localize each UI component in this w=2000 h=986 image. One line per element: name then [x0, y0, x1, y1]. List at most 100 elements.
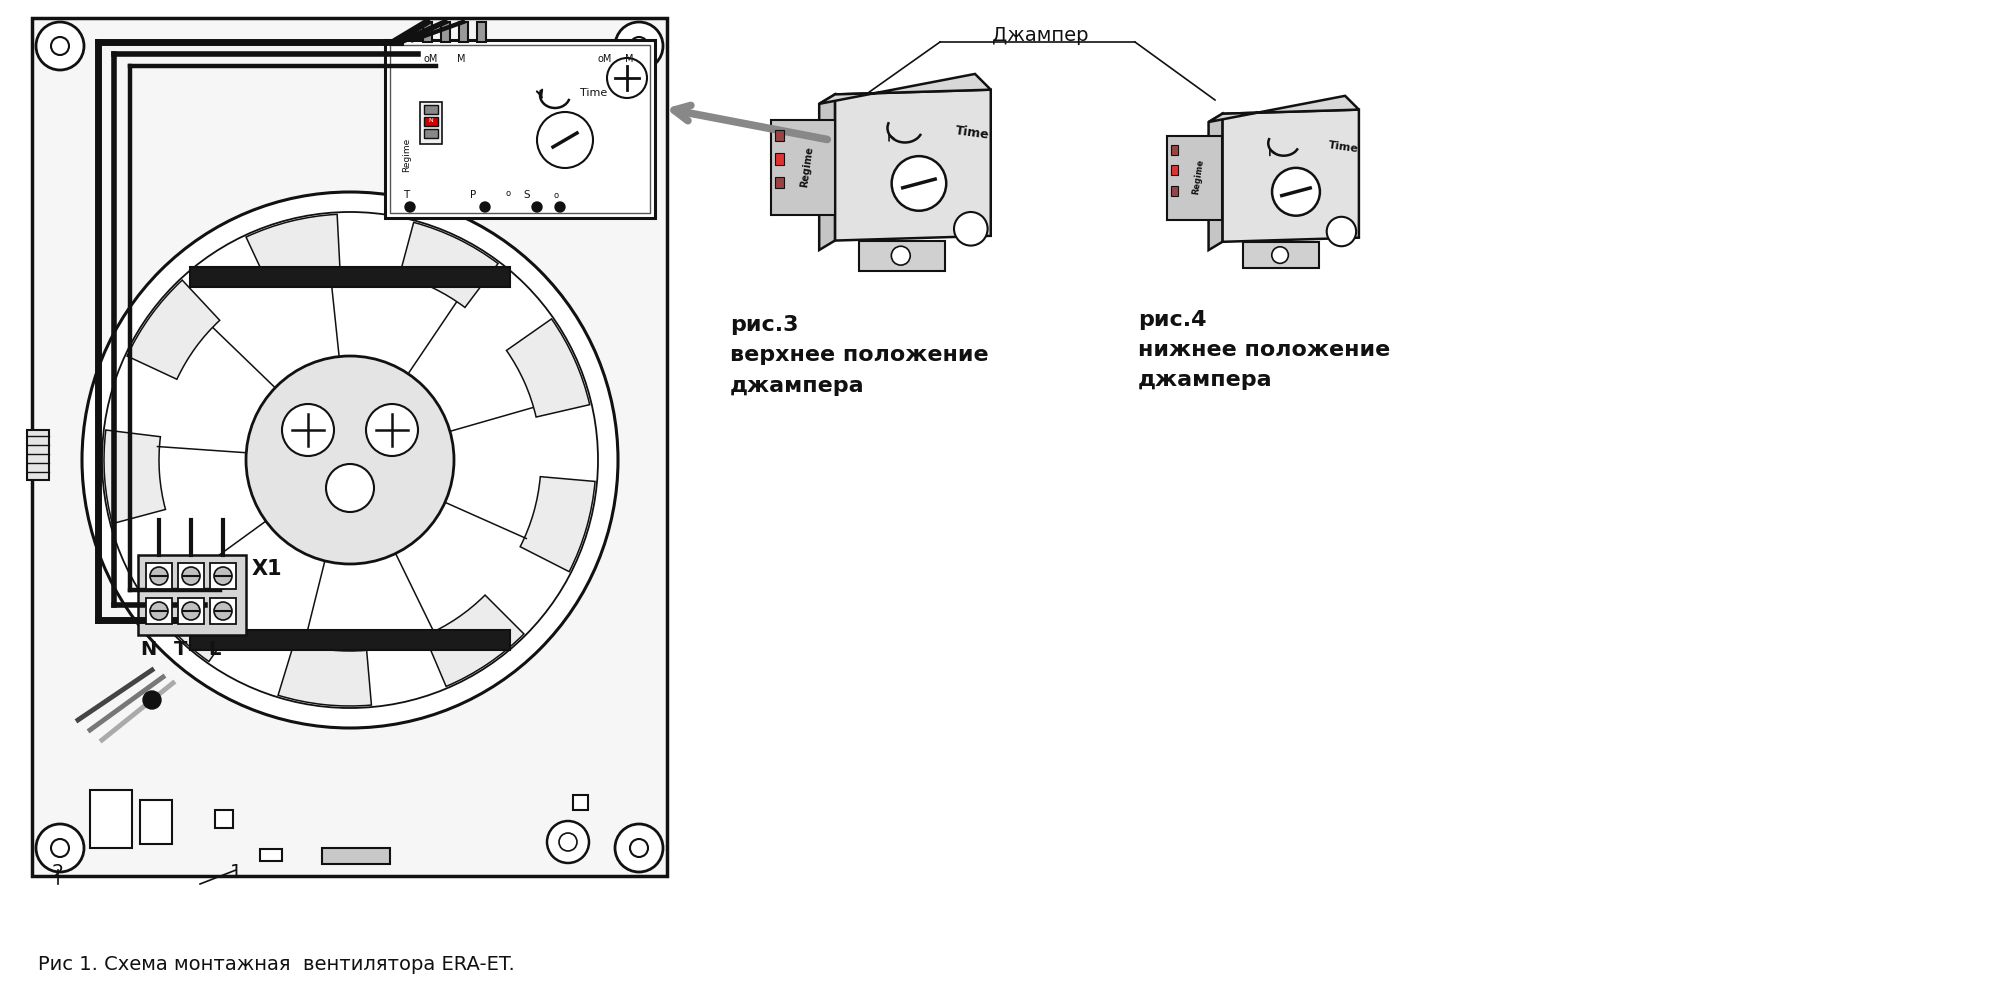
Circle shape [36, 824, 84, 872]
Polygon shape [1222, 109, 1358, 242]
Bar [178, 563, 204, 589]
Text: T: T [404, 190, 410, 200]
Text: Time: Time [1328, 141, 1360, 155]
Circle shape [282, 404, 334, 456]
Bar [574, 795, 588, 810]
Polygon shape [1208, 96, 1358, 122]
Bar [190, 267, 510, 287]
Circle shape [52, 839, 68, 857]
Circle shape [608, 58, 648, 98]
Bar [440, 22, 450, 42]
Wedge shape [128, 280, 220, 380]
Bar [90, 790, 132, 848]
Circle shape [1272, 168, 1320, 216]
Bar [424, 117, 438, 126]
Text: oM: oM [424, 54, 438, 64]
Text: 2: 2 [52, 863, 64, 882]
Polygon shape [1166, 136, 1222, 220]
Text: N: N [428, 117, 434, 122]
Circle shape [326, 464, 374, 512]
Bar [478, 22, 486, 42]
Wedge shape [246, 214, 340, 287]
Text: рис.3: рис.3 [730, 315, 798, 335]
Circle shape [536, 112, 592, 168]
Circle shape [182, 602, 200, 620]
Bar [424, 22, 432, 42]
Text: Рис 1. Схема монтажная  вентилятора ERA-ET.: Рис 1. Схема монтажная вентилятора ERA-E… [38, 955, 514, 974]
Text: M: M [456, 54, 466, 64]
Bar [420, 102, 442, 144]
Text: верхнее положение: верхнее положение [730, 345, 988, 365]
Bar [776, 176, 784, 188]
Polygon shape [820, 74, 990, 104]
Polygon shape [834, 90, 990, 241]
Circle shape [548, 821, 588, 863]
Circle shape [560, 833, 576, 851]
Bar [146, 598, 172, 624]
Text: T: T [174, 640, 188, 659]
Circle shape [52, 37, 68, 55]
Bar [140, 800, 172, 844]
Bar [210, 563, 236, 589]
Wedge shape [104, 430, 166, 524]
Circle shape [214, 602, 232, 620]
Bar [138, 555, 246, 635]
Bar [424, 129, 438, 138]
Text: нижнее положение: нижнее положение [1138, 340, 1390, 360]
Text: 1: 1 [230, 863, 242, 882]
Circle shape [182, 567, 200, 585]
Polygon shape [858, 241, 944, 271]
Bar [190, 630, 510, 650]
Bar [32, 18, 668, 876]
Bar [460, 22, 468, 42]
Circle shape [82, 192, 618, 728]
Bar [1170, 166, 1178, 176]
Bar [260, 849, 282, 861]
Bar [1170, 145, 1178, 155]
Bar [216, 810, 232, 828]
Bar [390, 45, 650, 213]
Circle shape [954, 212, 988, 246]
Text: Regime: Regime [402, 138, 412, 173]
Bar [776, 153, 784, 165]
Text: M: M [624, 54, 634, 64]
Text: o: o [504, 189, 510, 198]
Bar [178, 598, 204, 624]
Circle shape [556, 202, 566, 212]
Circle shape [1272, 246, 1288, 263]
Text: Time: Time [954, 124, 990, 142]
Circle shape [630, 37, 648, 55]
Circle shape [480, 202, 490, 212]
Text: X1: X1 [252, 559, 282, 579]
Text: джампера: джампера [730, 376, 864, 396]
Bar [210, 598, 236, 624]
Circle shape [404, 202, 416, 212]
Wedge shape [424, 596, 524, 686]
Circle shape [36, 22, 84, 70]
Wedge shape [520, 476, 596, 572]
Polygon shape [1244, 242, 1318, 268]
Bar [1170, 186, 1178, 196]
Text: oM: oM [596, 54, 612, 64]
Bar [424, 105, 438, 114]
Text: Time: Time [580, 88, 608, 98]
Text: o: o [552, 191, 558, 200]
Circle shape [366, 404, 418, 456]
Text: рис.4: рис.4 [1138, 310, 1206, 330]
Circle shape [532, 202, 542, 212]
Circle shape [246, 356, 454, 564]
Bar [322, 848, 390, 864]
Circle shape [616, 824, 664, 872]
Bar [384, 40, 656, 218]
Bar [28, 430, 48, 480]
Circle shape [630, 839, 648, 857]
Text: Джампер: Джампер [992, 26, 1088, 45]
Polygon shape [820, 95, 834, 250]
Circle shape [616, 22, 664, 70]
Wedge shape [506, 318, 590, 417]
Polygon shape [1208, 113, 1222, 250]
Circle shape [150, 602, 168, 620]
Circle shape [144, 691, 160, 709]
Bar [776, 130, 784, 141]
Circle shape [150, 567, 168, 585]
